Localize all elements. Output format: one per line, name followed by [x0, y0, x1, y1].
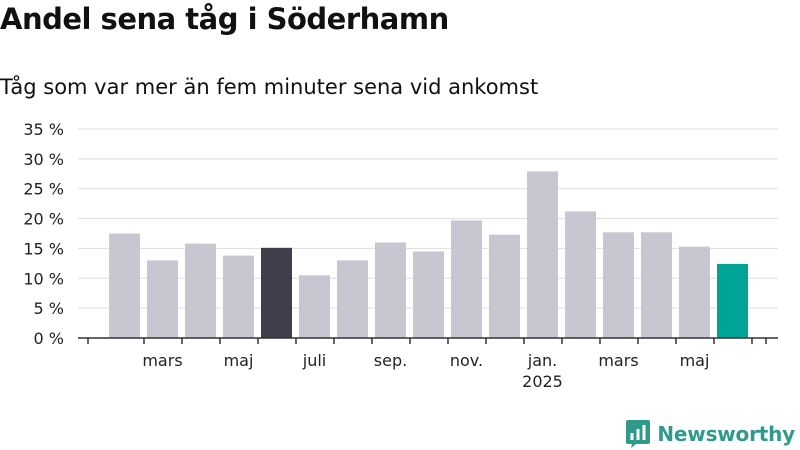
bar: [109, 233, 140, 338]
y-tick-label: 0 %: [34, 329, 64, 348]
bar: [337, 260, 368, 338]
bar: [185, 243, 216, 338]
brand-name: Newsworthy: [657, 422, 795, 446]
x-tick-label: mars: [598, 351, 638, 370]
y-tick-label: 15 %: [23, 239, 64, 258]
bar: [451, 220, 482, 338]
brand-logo: Newsworthy: [626, 418, 795, 450]
x-tick-label: sep.: [374, 351, 407, 370]
y-tick-label: 35 %: [23, 120, 64, 139]
x-tick-label: jan.: [527, 351, 557, 370]
y-tick-label: 30 %: [23, 150, 64, 169]
x-tick-label: juli: [302, 351, 326, 370]
bar: [679, 246, 710, 338]
bar: [375, 242, 406, 338]
chart-title: Andel sena tåg i Söderhamn: [0, 2, 449, 36]
bar: [603, 232, 634, 338]
bar: [413, 251, 444, 338]
bar: [299, 275, 330, 338]
x-tick-label: maj: [680, 351, 710, 370]
bar: [147, 260, 178, 338]
y-tick-label: 5 %: [34, 299, 64, 318]
x-tick-label: maj: [224, 351, 254, 370]
x-tick-label: nov.: [450, 351, 483, 370]
bar: [565, 211, 596, 338]
y-tick-label: 10 %: [23, 269, 64, 288]
bar: [641, 232, 672, 338]
y-tick-label: 25 %: [23, 180, 64, 199]
x-tick-label: mars: [142, 351, 182, 370]
x-tick-year-label: 2025: [522, 372, 563, 391]
bar: [527, 171, 558, 338]
bar: [717, 263, 748, 338]
y-tick-label: 20 %: [23, 210, 64, 229]
bar: [261, 247, 292, 338]
bar: [489, 234, 520, 338]
newsworthy-logo-icon: [626, 420, 651, 448]
chart-subtitle: Tåg som var mer än fem minuter sena vid …: [0, 75, 539, 99]
bar: [223, 255, 254, 338]
